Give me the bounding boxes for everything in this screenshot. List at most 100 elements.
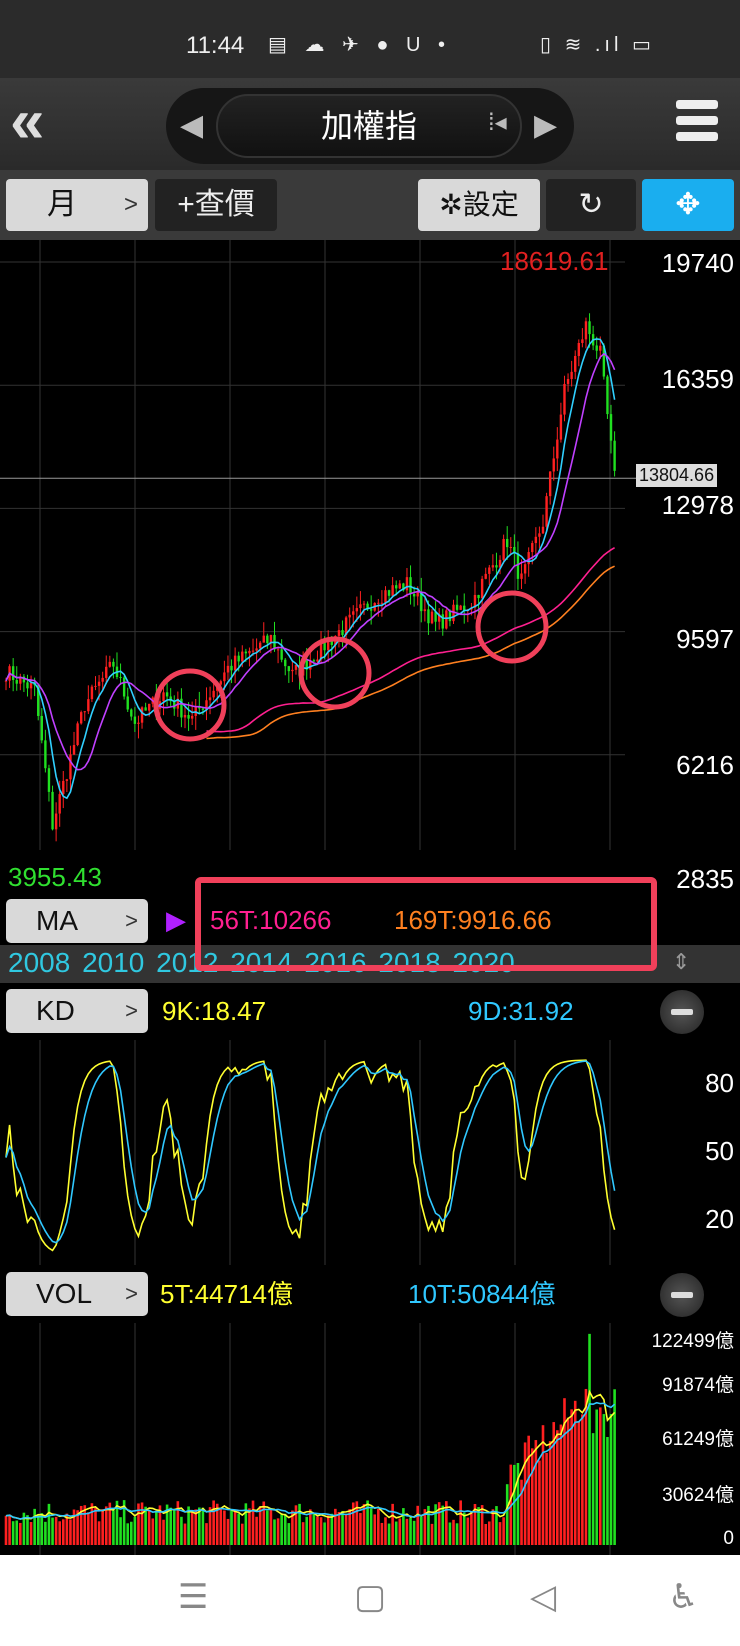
candle xyxy=(244,651,248,654)
chevron-right-icon: > xyxy=(125,908,138,933)
prev-symbol-icon[interactable]: ◀ xyxy=(180,109,204,142)
candle xyxy=(190,715,194,719)
d-line xyxy=(5,1060,616,1244)
system-icons: ▯ ≋ .ıl ▭ xyxy=(540,34,655,56)
candle xyxy=(430,611,434,624)
vol-row: VOL > 5T:44714億 10T:50844億 xyxy=(0,1265,740,1323)
volume-bar xyxy=(326,1515,330,1545)
volume-bar xyxy=(26,1515,29,1545)
volume-bar xyxy=(434,1504,437,1545)
volume-bar xyxy=(462,1512,466,1545)
year-label: 2010 xyxy=(82,947,157,978)
volume-bar xyxy=(581,1414,584,1545)
chevron-right-icon: > xyxy=(125,1281,138,1306)
candle xyxy=(362,603,366,605)
volume-bar xyxy=(90,1503,94,1545)
candle xyxy=(105,666,108,678)
candle xyxy=(130,709,133,717)
ma-button[interactable]: MA > xyxy=(6,899,148,943)
candle xyxy=(144,707,147,711)
candle xyxy=(54,813,58,830)
list-icon[interactable]: ⁞◂ xyxy=(488,109,507,136)
candle xyxy=(37,685,40,716)
rotate-button[interactable]: ↻ xyxy=(546,179,636,231)
volume-bar xyxy=(36,1514,40,1545)
candle xyxy=(588,321,591,335)
candle xyxy=(51,791,54,830)
candle xyxy=(187,715,190,719)
candle xyxy=(595,345,598,351)
volume-bar xyxy=(198,1507,201,1545)
resize-handle-icon[interactable]: ⇕ xyxy=(672,949,691,974)
ma-marker-icon: ▶ xyxy=(166,905,186,935)
volume-bar xyxy=(266,1510,269,1545)
volume-bar xyxy=(248,1508,251,1545)
volume-bar xyxy=(237,1513,240,1545)
volume-bar xyxy=(591,1433,595,1545)
volume-bar xyxy=(466,1517,470,1545)
volume-bar xyxy=(122,1500,126,1545)
candle xyxy=(219,681,222,685)
volume-bar xyxy=(351,1502,355,1545)
period-label: 月 xyxy=(47,188,77,221)
kd-button[interactable]: KD > xyxy=(6,989,148,1033)
volume-bar xyxy=(33,1508,36,1545)
collapse-vol-icon[interactable] xyxy=(660,1273,704,1317)
vol-ma10-line xyxy=(5,1401,616,1520)
volume-bar xyxy=(445,1501,448,1545)
kd-chart[interactable] xyxy=(0,1040,740,1265)
kd-y-tick: 80 xyxy=(705,1068,734,1098)
volume-chart[interactable] xyxy=(0,1323,740,1555)
menu-icon[interactable] xyxy=(676,100,718,148)
volume-bar xyxy=(538,1460,541,1545)
back-icon[interactable]: « xyxy=(10,87,45,156)
y-tick: 9597 xyxy=(676,624,734,654)
quote-button[interactable]: +查價 xyxy=(155,179,277,231)
volume-bar xyxy=(477,1507,480,1545)
next-symbol-icon[interactable]: ▶ xyxy=(534,109,558,142)
vol-button[interactable]: VOL > xyxy=(6,1272,148,1316)
settings-button[interactable]: ✲設定 xyxy=(418,179,540,231)
volume-bar xyxy=(108,1502,112,1545)
candle xyxy=(337,630,341,636)
volume-bar xyxy=(251,1500,255,1545)
price-chart[interactable] xyxy=(0,240,740,898)
volume-bar xyxy=(545,1452,548,1545)
candle xyxy=(609,414,613,441)
volume-bar xyxy=(373,1514,377,1545)
volume-bar xyxy=(65,1513,69,1545)
year-label: 2008 xyxy=(8,947,83,978)
recent-apps-icon[interactable]: ☰ xyxy=(178,1578,209,1616)
candle xyxy=(498,559,502,568)
volume-bar xyxy=(559,1424,563,1545)
candle xyxy=(606,376,609,415)
symbol-title-button[interactable]: 加權指 xyxy=(216,94,522,158)
fullscreen-button[interactable]: ✥ xyxy=(642,179,734,231)
vol-y-tick: 122499億 xyxy=(651,1331,734,1352)
candle xyxy=(83,711,86,713)
header: « ◀ 加權指 ⁞◂ ▶ xyxy=(0,78,740,170)
back-nav-icon[interactable]: ◁ xyxy=(530,1578,557,1616)
vol-ma5-line xyxy=(5,1389,616,1520)
candle xyxy=(162,692,165,702)
volume-bar xyxy=(398,1518,402,1545)
volume-bar xyxy=(423,1509,427,1545)
vol-y-tick: 61249億 xyxy=(662,1429,734,1450)
volume-bar xyxy=(502,1517,505,1545)
candle xyxy=(513,546,516,554)
candle xyxy=(237,655,240,662)
candle xyxy=(11,666,15,680)
volume-bar xyxy=(244,1503,248,1545)
home-icon[interactable]: ▢ xyxy=(354,1578,387,1616)
candle xyxy=(15,679,18,684)
candle xyxy=(599,345,602,351)
candle xyxy=(262,635,265,643)
candle xyxy=(291,669,294,672)
accessibility-icon[interactable]: ♿ xyxy=(668,1578,699,1616)
period-button[interactable]: 月 > xyxy=(6,179,148,231)
volume-bar xyxy=(573,1400,577,1545)
candle xyxy=(548,471,552,497)
volume-bar xyxy=(355,1501,359,1545)
volume-bar xyxy=(51,1517,54,1545)
collapse-kd-icon[interactable] xyxy=(660,990,704,1034)
